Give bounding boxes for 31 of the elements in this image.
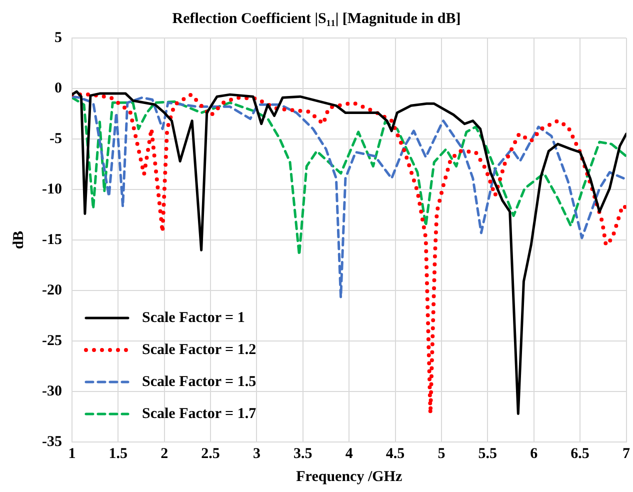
line-series: [72, 96, 626, 256]
x-tick-label: 3: [252, 446, 260, 462]
y-tick-label: -30: [42, 383, 62, 400]
y-tick-label: -25: [42, 332, 62, 349]
x-tick-label: 2.5: [201, 446, 220, 462]
legend-label: Scale Factor = 1: [142, 310, 245, 326]
y-tick-label: -10: [42, 181, 62, 198]
x-tick-label: 1: [68, 446, 76, 462]
x-tick-label: 4.5: [386, 446, 405, 462]
chart-title: Reflection Coefficient |S₁₁| [Magnitude in dB]: [172, 10, 461, 27]
y-tick-label: 0: [54, 80, 62, 96]
y-tick-label: -15: [42, 232, 62, 248]
y-tick-label: -20: [42, 282, 62, 298]
legend-label: Scale Factor = 1.2: [142, 342, 256, 358]
y-tick-label: -5: [49, 130, 62, 147]
y-tick-label: 5: [54, 30, 62, 46]
x-tick-label: 4: [345, 446, 354, 462]
x-tick-label: 7: [622, 446, 630, 462]
x-tick-label: 1.5: [108, 446, 128, 462]
legend-label: Scale Factor = 1.7: [142, 406, 257, 422]
x-tick-label: 2: [160, 446, 168, 462]
y-tick-label: -35: [42, 434, 62, 450]
x-tick-label: 6: [530, 446, 538, 462]
y-axis-title: dB: [10, 230, 27, 250]
x-tick-label: 5.5: [478, 446, 498, 462]
legend-label: Scale Factor = 1.5: [142, 374, 256, 390]
x-tick-label: 3.5: [294, 446, 312, 462]
x-tick-label: 6.5: [570, 446, 590, 462]
x-tick-label: 5: [438, 446, 446, 462]
x-axis-title: Frequency /GHz: [296, 468, 402, 485]
line-series: [72, 95, 626, 299]
